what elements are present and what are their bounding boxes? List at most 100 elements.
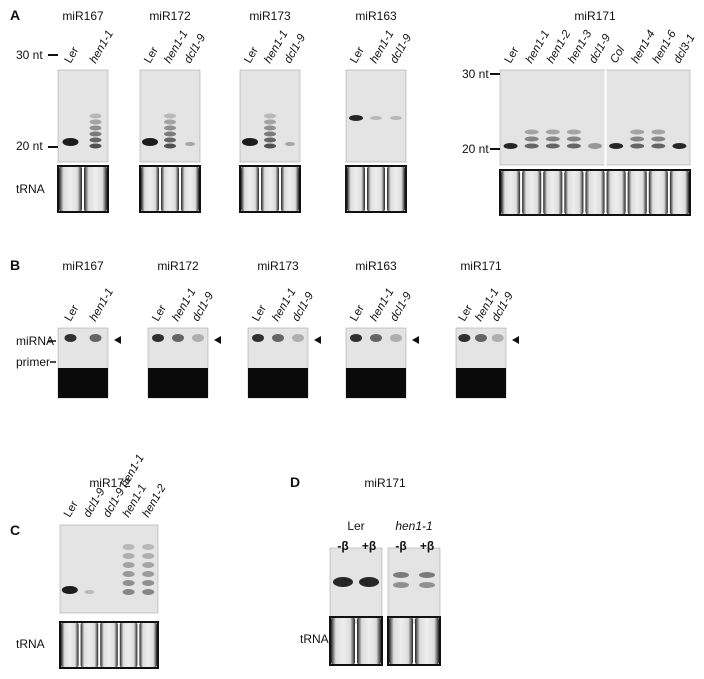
- band: [393, 572, 409, 578]
- trna-frame: [239, 165, 301, 213]
- trna-lane: [389, 617, 413, 665]
- trna-frame: [59, 621, 159, 669]
- band: [524, 143, 539, 149]
- band: [285, 142, 295, 146]
- blot-title: miR163: [355, 9, 397, 23]
- trna-frame: [329, 616, 383, 666]
- blot-title: miR172: [89, 476, 131, 490]
- band: [142, 580, 155, 586]
- lane-label: Col: [608, 44, 627, 65]
- trna-lane: [241, 166, 259, 212]
- band: [545, 129, 560, 135]
- band: [458, 334, 471, 342]
- band: [475, 334, 487, 342]
- band: [264, 119, 276, 125]
- band: [142, 571, 155, 577]
- trna-lane: [331, 617, 355, 665]
- trna-lane: [501, 170, 521, 215]
- panel-label: B: [10, 257, 20, 273]
- arrowhead: [114, 336, 121, 344]
- trna-frame: [139, 165, 201, 213]
- lane-label: Ler: [250, 303, 269, 324]
- arrowhead: [412, 336, 419, 344]
- blot: [387, 547, 441, 624]
- lane-label: Ler: [142, 45, 161, 66]
- marker-label: primer: [16, 355, 50, 369]
- blot-title: miR167: [62, 259, 104, 273]
- band: [264, 113, 276, 119]
- trna-frame: [57, 165, 109, 213]
- band: [292, 334, 304, 342]
- band: [630, 136, 645, 142]
- band: [264, 125, 276, 131]
- primer-band: [58, 368, 108, 398]
- size-marker: 20 nt: [462, 142, 489, 156]
- trna-lane: [387, 166, 405, 212]
- band: [164, 113, 176, 119]
- band: [588, 143, 602, 149]
- band: [419, 572, 435, 578]
- trna-lane: [543, 170, 563, 215]
- band: [545, 136, 560, 142]
- band: [122, 562, 135, 568]
- primer-band: [248, 368, 308, 398]
- lane-label: Ler: [242, 45, 261, 66]
- trna-lane: [564, 170, 584, 215]
- trna-frame: [345, 165, 407, 213]
- trna-frame: [387, 616, 441, 666]
- band: [672, 143, 687, 149]
- marker-label: miRNA: [16, 334, 54, 348]
- lane-label: Ler: [62, 499, 81, 520]
- band: [122, 553, 135, 559]
- trna-lane: [415, 617, 439, 665]
- size-marker: 30 nt: [462, 67, 489, 81]
- band: [349, 115, 363, 121]
- lane-label: Ler: [63, 303, 82, 324]
- lane-label: hen1-1: [88, 28, 116, 65]
- band: [566, 143, 581, 149]
- band: [630, 143, 645, 149]
- band: [252, 334, 264, 342]
- trna-lane: [141, 166, 159, 212]
- trna-lane: [357, 617, 381, 665]
- arrowhead: [512, 336, 519, 344]
- band: [491, 334, 504, 342]
- band: [370, 116, 382, 120]
- band: [272, 334, 284, 342]
- lane-label: hen1-1: [88, 286, 116, 323]
- band: [524, 129, 539, 135]
- trna-lane: [367, 166, 385, 212]
- band: [524, 136, 539, 142]
- band: [152, 334, 164, 342]
- band: [89, 137, 102, 143]
- group-label: hen1-1: [395, 519, 432, 533]
- band: [142, 138, 158, 146]
- band: [122, 571, 135, 577]
- size-marker: 30 nt: [16, 48, 43, 62]
- band: [651, 143, 666, 149]
- lane-label: -β: [395, 539, 406, 553]
- arrowhead: [314, 336, 321, 344]
- band: [264, 137, 276, 143]
- lane-label: +β: [420, 539, 434, 553]
- band: [545, 143, 560, 149]
- band: [185, 142, 195, 146]
- size-marker: 20 nt: [16, 139, 43, 153]
- trna-lane: [648, 170, 668, 215]
- trna-lane: [80, 622, 99, 668]
- trna-lane: [59, 166, 82, 212]
- loading-label: tRNA: [16, 182, 45, 196]
- band: [172, 334, 184, 342]
- trna-lane: [585, 170, 605, 215]
- panel-label: A: [10, 7, 20, 23]
- band: [89, 125, 102, 131]
- band: [164, 137, 176, 143]
- band: [333, 577, 353, 587]
- band: [142, 544, 155, 550]
- panel-label: C: [10, 522, 20, 538]
- trna-lane: [522, 170, 542, 215]
- blot-title: miR173: [249, 9, 291, 23]
- band: [630, 129, 645, 135]
- band: [359, 577, 379, 587]
